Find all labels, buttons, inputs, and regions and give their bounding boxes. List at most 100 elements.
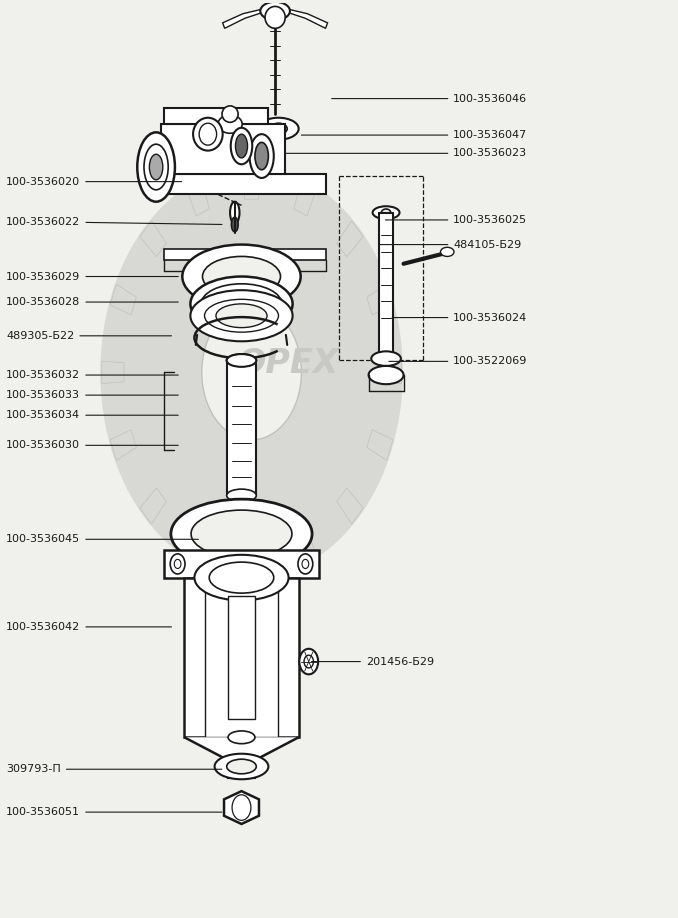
Ellipse shape [205,299,279,332]
Ellipse shape [373,207,399,219]
Ellipse shape [260,2,290,20]
Text: 100-3536022: 100-3536022 [6,217,222,227]
Ellipse shape [193,118,222,151]
Ellipse shape [231,128,252,164]
Polygon shape [110,285,136,315]
Polygon shape [184,737,298,757]
Ellipse shape [218,115,242,133]
Text: 100-3536024: 100-3536024 [392,312,527,322]
Text: 100-3536051: 100-3536051 [6,807,222,817]
Circle shape [232,795,251,821]
Polygon shape [294,529,317,565]
Bar [164,107,268,124]
Polygon shape [224,791,259,824]
Text: 484105-Б29: 484105-Б29 [379,240,521,250]
Ellipse shape [381,209,391,217]
Circle shape [174,559,181,568]
Ellipse shape [270,123,287,134]
Ellipse shape [144,144,168,190]
Ellipse shape [203,256,281,297]
Bar [164,550,319,577]
Text: 100-3536032: 100-3536032 [6,370,178,380]
Ellipse shape [171,499,312,568]
Text: 100-3536034: 100-3536034 [6,410,178,420]
Bar [147,174,325,195]
Text: 201456-Б29: 201456-Б29 [311,656,434,666]
Text: OPEX: OPEX [238,347,339,380]
Polygon shape [102,361,124,384]
Ellipse shape [230,202,239,224]
Circle shape [298,554,313,574]
Bar [379,213,393,359]
Bar [228,756,255,778]
Ellipse shape [258,118,298,140]
Text: 100-3536023: 100-3536023 [285,149,527,158]
Ellipse shape [222,106,238,122]
Circle shape [299,649,318,675]
Polygon shape [367,430,393,461]
Bar [205,577,279,737]
Circle shape [304,655,313,668]
Ellipse shape [369,366,403,384]
Ellipse shape [226,354,256,367]
Polygon shape [243,545,260,576]
Ellipse shape [195,554,289,600]
Polygon shape [337,220,363,257]
Text: 100-3536033: 100-3536033 [6,390,178,400]
Ellipse shape [199,123,216,145]
Text: 100-3536030: 100-3536030 [6,441,178,451]
Circle shape [100,167,403,577]
Polygon shape [110,430,136,461]
Polygon shape [281,7,327,28]
Bar [161,124,285,174]
Polygon shape [186,529,210,565]
Ellipse shape [231,218,238,232]
Ellipse shape [250,134,274,178]
Ellipse shape [182,244,300,308]
Text: 309793-П: 309793-П [6,764,222,774]
Ellipse shape [372,352,401,366]
Ellipse shape [228,731,255,744]
Text: 100-3536025: 100-3536025 [386,215,527,225]
Ellipse shape [226,759,256,774]
Text: 100-3536020: 100-3536020 [6,176,182,186]
Polygon shape [337,488,363,524]
Ellipse shape [210,562,274,593]
Ellipse shape [191,290,293,341]
Text: 100-3536029: 100-3536029 [6,272,178,282]
Text: 100-3536042: 100-3536042 [6,621,172,632]
Polygon shape [222,7,270,28]
Ellipse shape [226,354,256,367]
Polygon shape [243,169,260,199]
Ellipse shape [201,284,282,324]
Ellipse shape [441,247,454,256]
Text: 100-3536046: 100-3536046 [332,94,527,104]
Bar [226,361,256,496]
Polygon shape [140,220,166,257]
Polygon shape [140,488,166,524]
Text: 100-3536047: 100-3536047 [302,130,527,140]
Polygon shape [186,180,210,216]
Ellipse shape [265,6,285,28]
Bar [164,249,325,260]
Ellipse shape [235,134,247,158]
Polygon shape [184,737,298,757]
Bar [184,577,298,737]
Text: 100-3536028: 100-3536028 [6,297,178,307]
Text: 100-3536045: 100-3536045 [6,534,199,544]
Polygon shape [367,285,393,315]
Ellipse shape [215,754,268,779]
Ellipse shape [216,304,267,328]
Text: 489305-Б22: 489305-Б22 [6,330,172,341]
Ellipse shape [255,142,268,170]
Ellipse shape [226,489,256,502]
Polygon shape [294,180,317,216]
Ellipse shape [137,132,175,202]
Bar [228,596,255,719]
Circle shape [302,559,308,568]
Circle shape [202,305,302,440]
Ellipse shape [191,276,293,331]
Ellipse shape [191,510,292,557]
Polygon shape [379,361,401,384]
Circle shape [170,554,185,574]
